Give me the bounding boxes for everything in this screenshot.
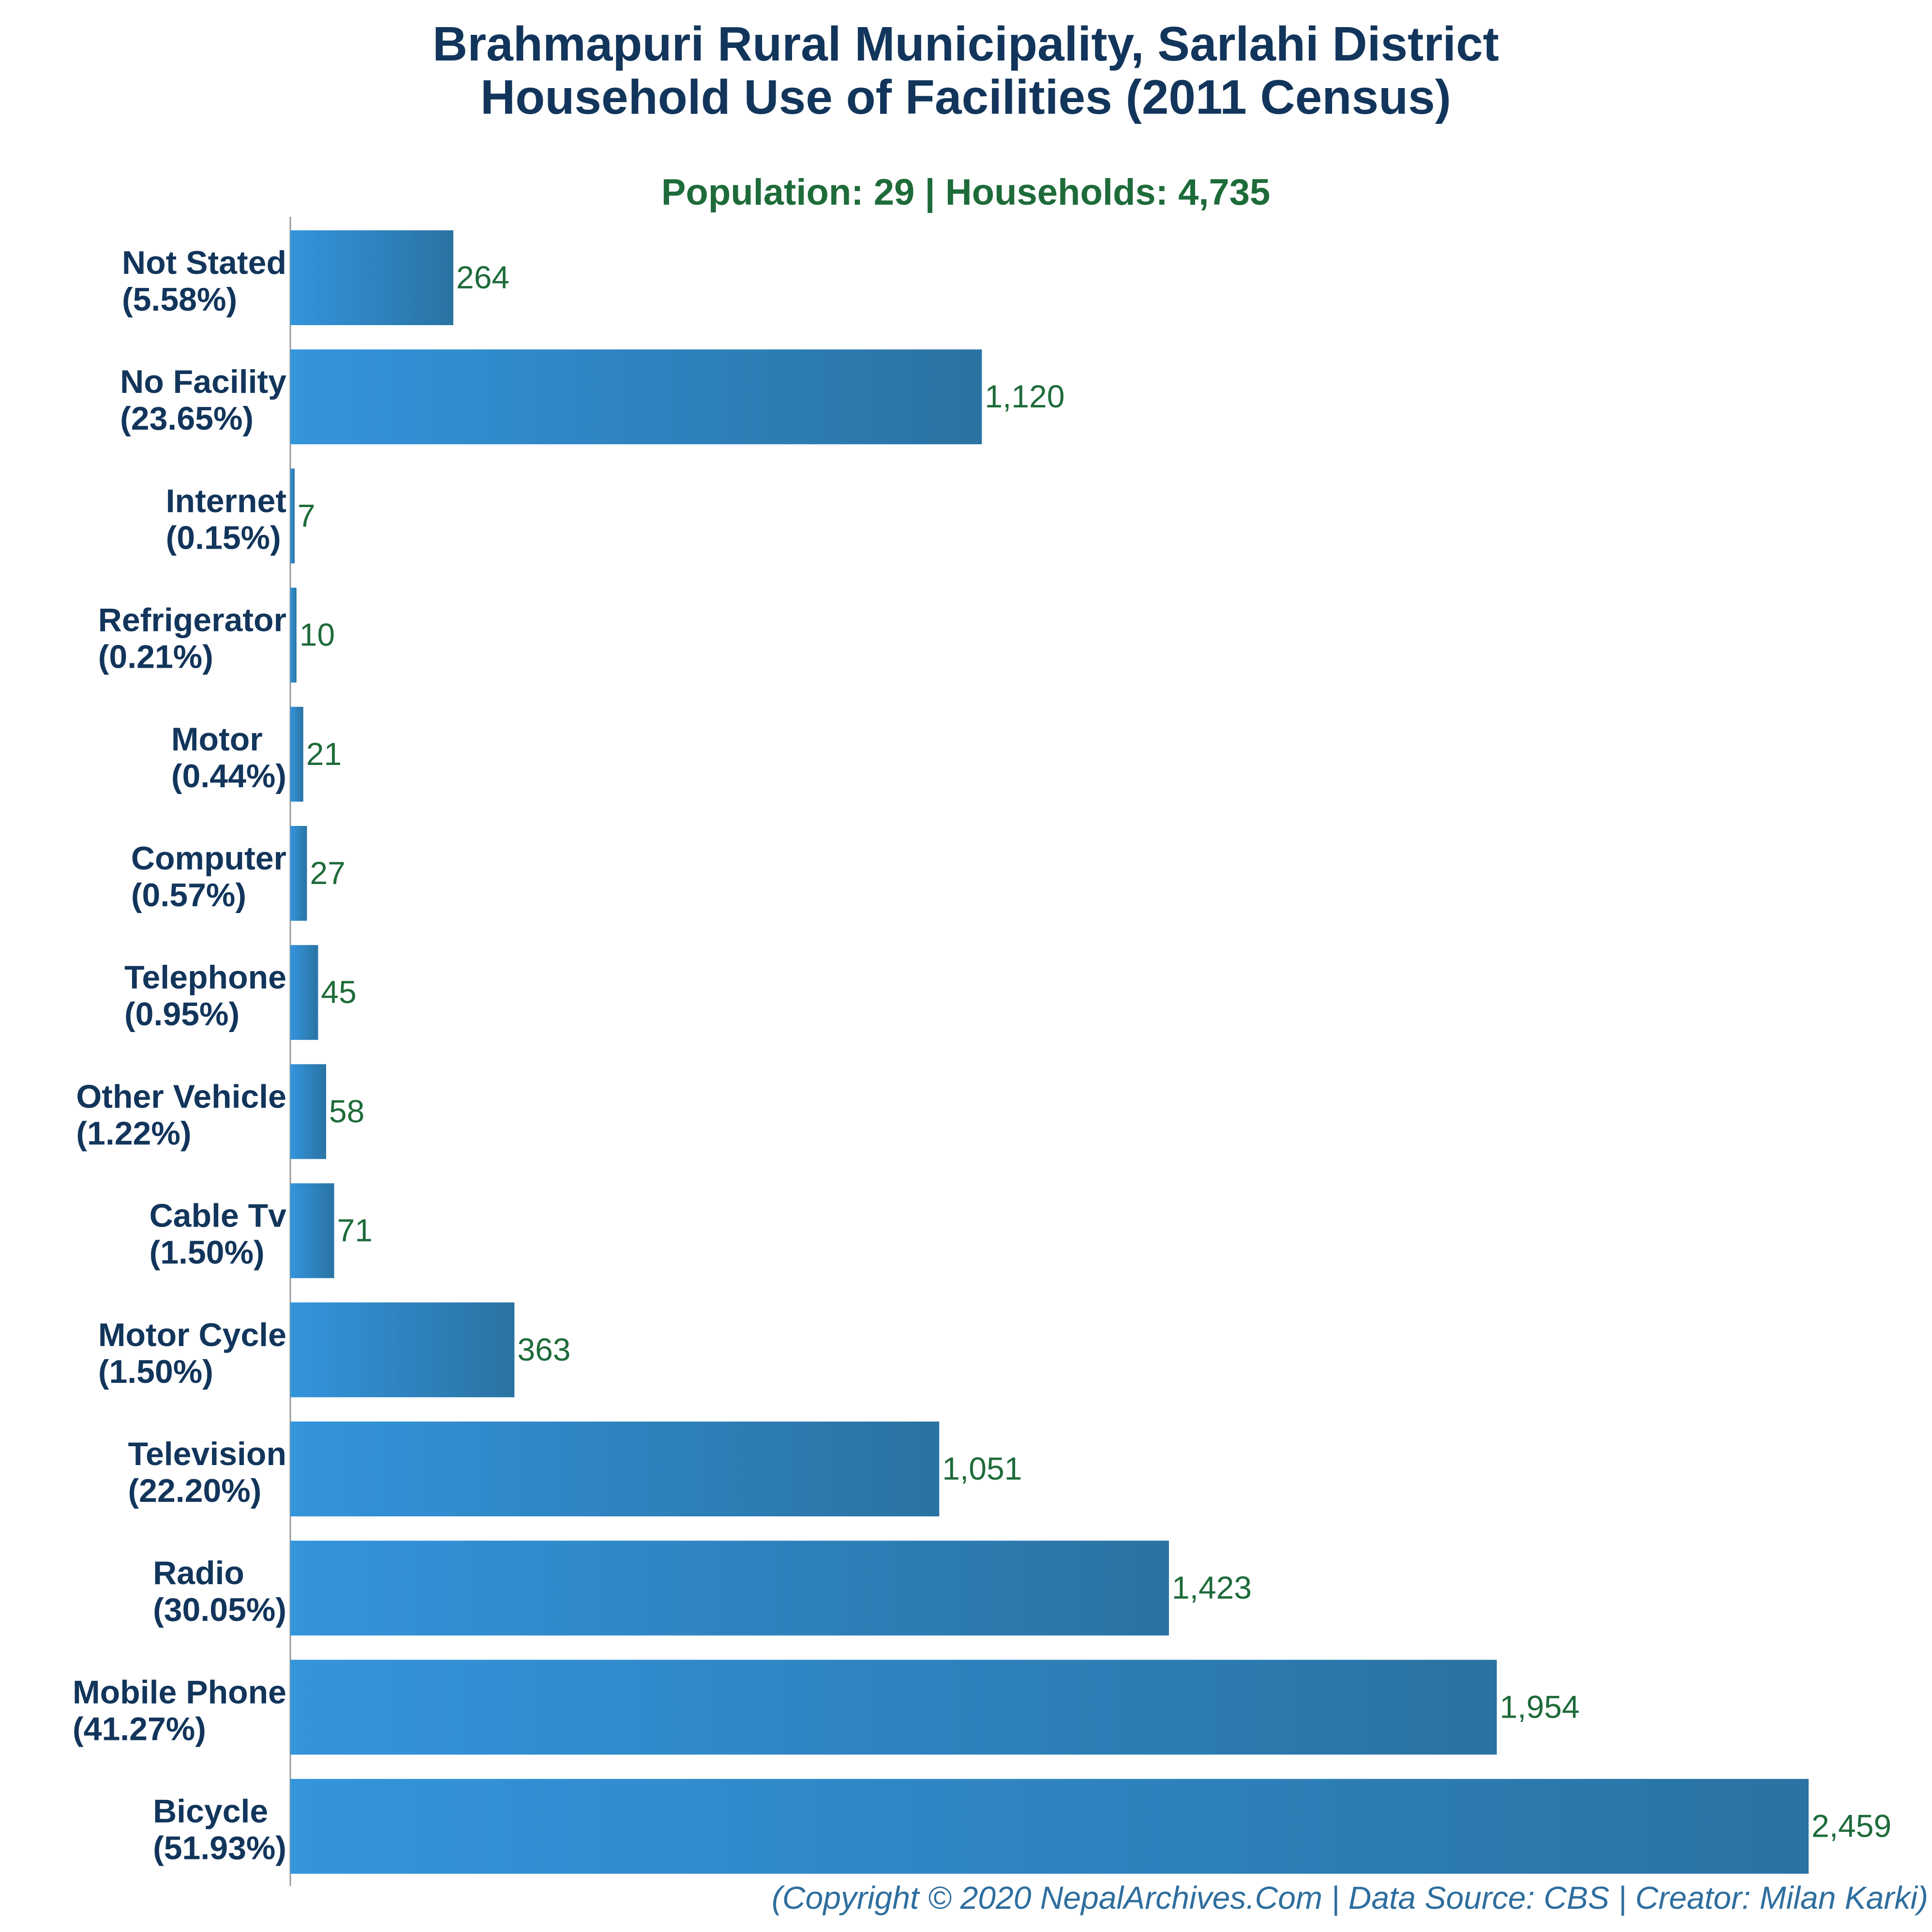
bar-telephone bbox=[290, 945, 318, 1040]
bar-internet bbox=[290, 468, 295, 564]
category-label: Not Stated (5.58%) bbox=[122, 244, 286, 318]
value-label: 7 bbox=[298, 497, 315, 533]
value-label: 1,120 bbox=[985, 378, 1064, 414]
chart-subtitle: Population: 29 | Households: 4,735 bbox=[661, 172, 1271, 213]
value-label: 363 bbox=[517, 1332, 570, 1367]
category-percent: (1.22%) bbox=[76, 1115, 191, 1152]
category-name: Television bbox=[128, 1436, 286, 1472]
value-label: 1,423 bbox=[1172, 1570, 1252, 1605]
category-label: Bicycle (51.93%) bbox=[153, 1793, 286, 1867]
category-label: Cable Tv (1.50%) bbox=[150, 1198, 287, 1271]
category-percent: (41.27%) bbox=[73, 1710, 206, 1747]
category-label: Computer (0.57%) bbox=[131, 840, 286, 914]
bars-layer: 264 Not Stated (5.58%) 1,120 No Facility (23.… bbox=[73, 230, 1891, 1874]
bar-no-facility bbox=[290, 349, 982, 445]
category-name: Other Vehicle bbox=[76, 1078, 286, 1115]
category-name: Cable Tv bbox=[150, 1198, 287, 1234]
category-label: Other Vehicle (1.22%) bbox=[76, 1078, 286, 1152]
bar-cable-tv bbox=[290, 1183, 334, 1278]
category-name: Motor Cycle bbox=[98, 1317, 286, 1353]
category-label: Telephone (0.95%) bbox=[124, 959, 286, 1033]
category-name: Computer bbox=[131, 840, 286, 877]
category-label: Internet (0.15%) bbox=[166, 482, 286, 556]
category-label: Television (22.20%) bbox=[128, 1436, 286, 1509]
value-label: 27 bbox=[310, 855, 345, 891]
category-percent: (30.05%) bbox=[153, 1591, 286, 1628]
category-percent: (0.21%) bbox=[98, 639, 213, 675]
category-percent: (23.65%) bbox=[120, 400, 254, 437]
category-percent: (1.50%) bbox=[98, 1353, 213, 1390]
value-label: 21 bbox=[306, 736, 342, 772]
value-label: 2,459 bbox=[1812, 1808, 1891, 1844]
category-name: Refrigerator bbox=[98, 602, 286, 639]
category-percent: (0.15%) bbox=[166, 519, 281, 556]
category-percent: (0.57%) bbox=[131, 877, 246, 914]
chart-title-line-2: Household Use of Facilities (2011 Census… bbox=[480, 70, 1451, 124]
category-percent: (0.44%) bbox=[171, 758, 286, 794]
bar-other-vehicle bbox=[290, 1064, 327, 1159]
category-name: Radio bbox=[153, 1555, 244, 1591]
category-percent: (22.20%) bbox=[128, 1472, 261, 1509]
category-label: Motor (0.44%) bbox=[171, 721, 286, 794]
category-name: No Facility bbox=[120, 363, 286, 400]
category-name: Motor bbox=[171, 721, 263, 758]
category-percent: (5.58%) bbox=[122, 281, 237, 318]
bar-motor-cycle bbox=[290, 1302, 515, 1397]
category-label: No Facility (23.65%) bbox=[120, 363, 286, 437]
bar-computer bbox=[290, 826, 307, 921]
category-name: Telephone bbox=[124, 959, 286, 996]
value-label: 58 bbox=[329, 1093, 364, 1129]
category-label: Motor Cycle (1.50%) bbox=[98, 1317, 286, 1390]
category-label: Radio (30.05%) bbox=[153, 1555, 286, 1628]
chart-title-line-1: Brahmapuri Rural Municipality, Sarlahi D… bbox=[433, 17, 1499, 71]
category-name: Internet bbox=[166, 482, 286, 519]
value-label: 45 bbox=[321, 974, 356, 1010]
category-label: Mobile Phone (41.27%) bbox=[73, 1674, 286, 1747]
value-label: 264 bbox=[456, 259, 509, 295]
category-name: Not Stated bbox=[122, 244, 286, 281]
footer-credit: (Copyright © 2020 NepalArchives.Com | Da… bbox=[772, 1880, 1928, 1917]
category-percent: (1.50%) bbox=[150, 1234, 265, 1271]
bar-motor bbox=[290, 706, 303, 802]
value-label: 71 bbox=[337, 1213, 373, 1248]
bar-mobile-phone bbox=[290, 1660, 1497, 1755]
value-label: 1,954 bbox=[1500, 1689, 1580, 1724]
value-label: 1,051 bbox=[942, 1451, 1022, 1486]
category-name: Mobile Phone bbox=[73, 1674, 286, 1710]
bar-radio bbox=[290, 1541, 1169, 1636]
value-label: 10 bbox=[300, 617, 335, 653]
bar-bicycle bbox=[290, 1779, 1809, 1874]
bar-not-stated bbox=[290, 230, 453, 325]
category-name: Bicycle bbox=[153, 1793, 268, 1830]
bar-television bbox=[290, 1422, 940, 1516]
bar-refrigerator bbox=[290, 587, 297, 683]
category-percent: (0.95%) bbox=[124, 996, 240, 1033]
category-label: Refrigerator (0.21%) bbox=[98, 602, 286, 675]
category-percent: (51.93%) bbox=[153, 1830, 286, 1867]
